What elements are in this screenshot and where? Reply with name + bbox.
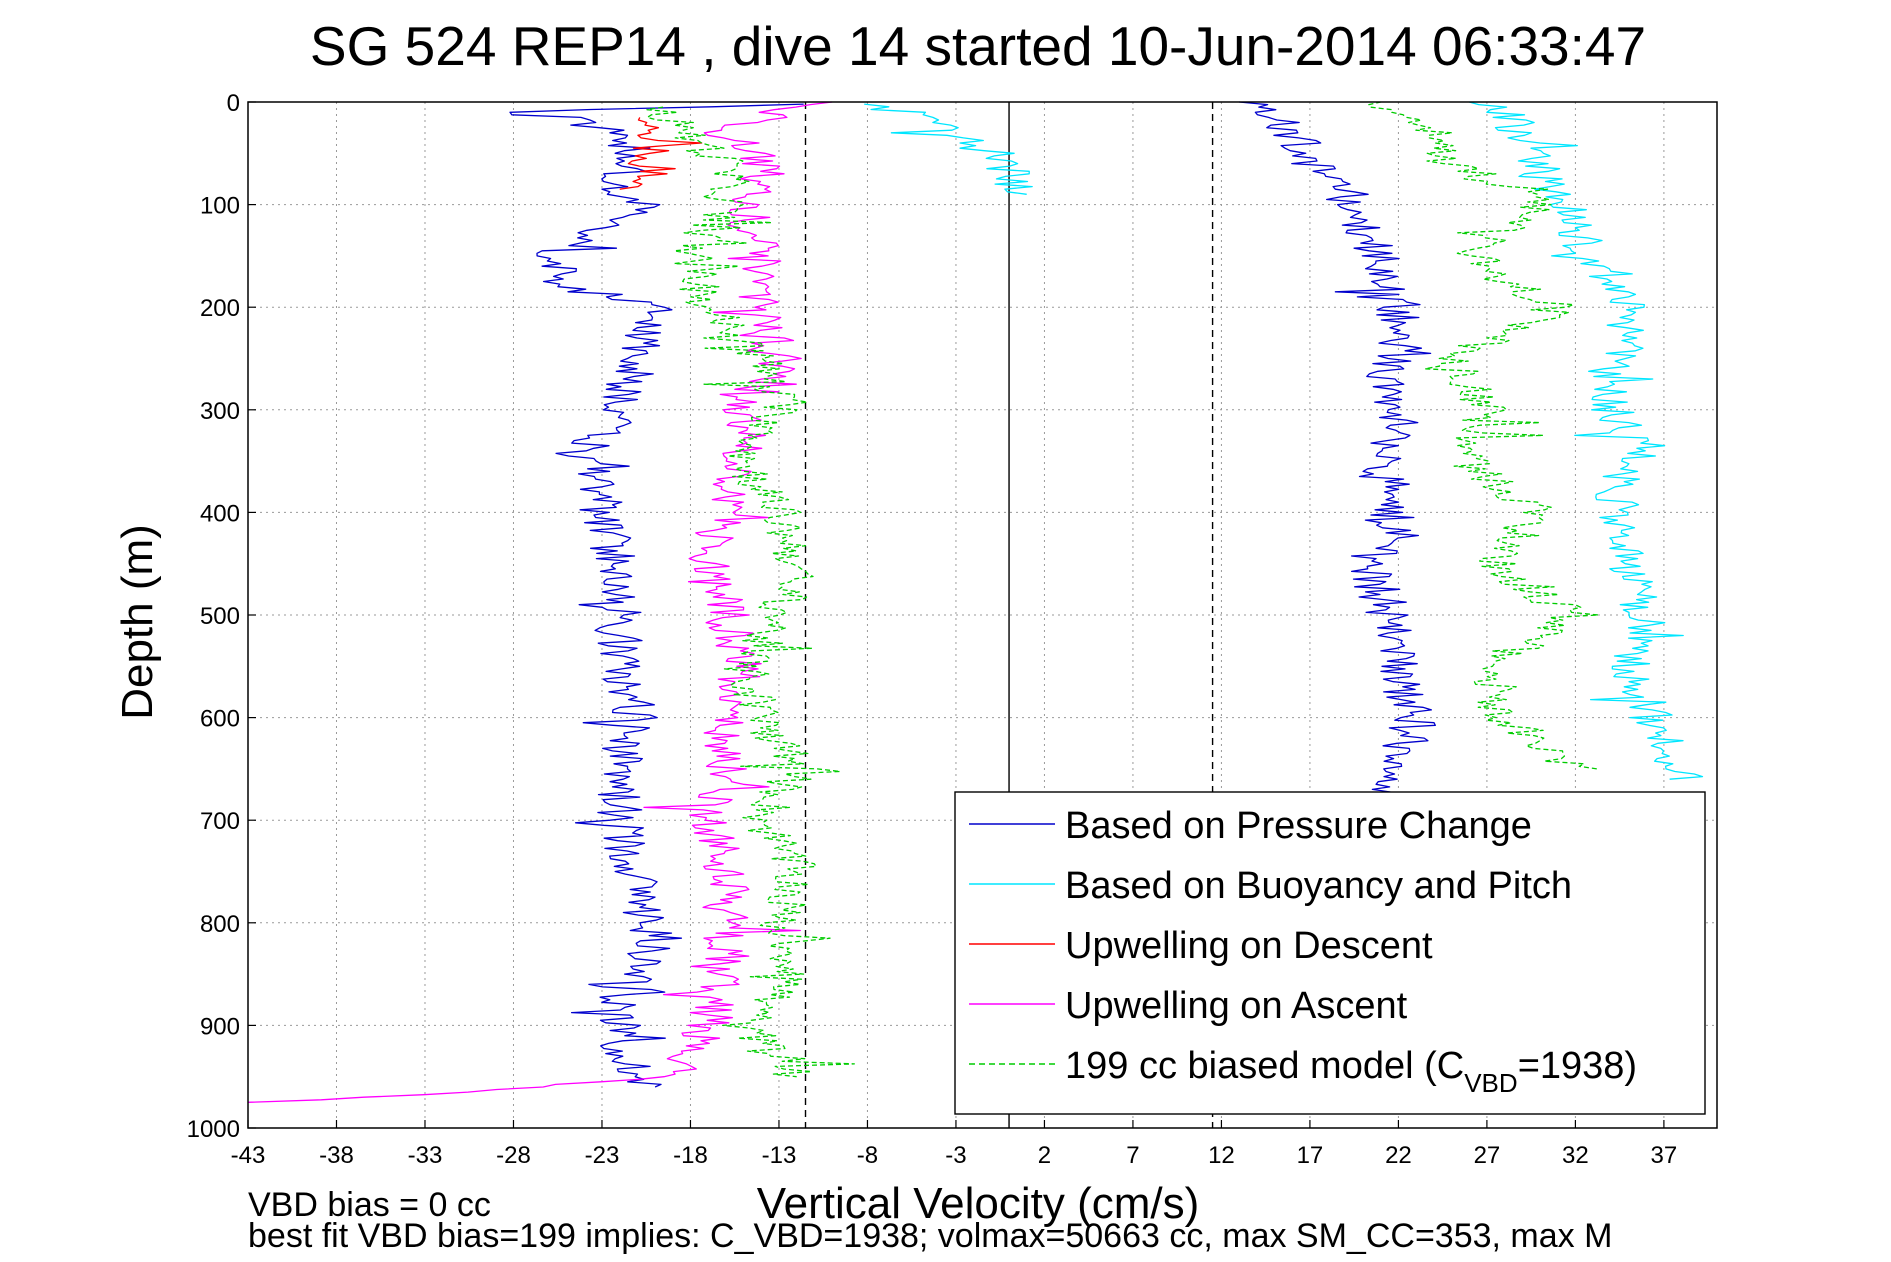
x-tick-label: -23 bbox=[585, 1142, 620, 1169]
y-tick-label: 900 bbox=[200, 1013, 240, 1040]
y-axis-label: Depth (m) bbox=[113, 524, 162, 720]
chart-title: SG 524 REP14 , dive 14 started 10-Jun-20… bbox=[310, 15, 1646, 77]
y-tick-label: 300 bbox=[200, 398, 240, 425]
legend-label: Based on Pressure Change bbox=[1065, 805, 1532, 847]
x-tick-label: -18 bbox=[673, 1142, 708, 1169]
x-axis-label: Vertical Velocity (cm/s) bbox=[757, 1179, 1200, 1228]
series-line-based-on-buoyancy-and-pitch bbox=[864, 103, 1033, 195]
legend-label-subscript: VBD bbox=[1464, 1068, 1517, 1098]
footer-vbd-bias: VBD bias = 0 cc bbox=[248, 1186, 491, 1224]
y-tick-label: 0 bbox=[227, 90, 240, 117]
x-tick-label: 37 bbox=[1651, 1142, 1678, 1169]
x-tick-label: -8 bbox=[857, 1142, 878, 1169]
x-tick-label: -38 bbox=[319, 1142, 354, 1169]
series-line-upwelling-on-ascent bbox=[247, 101, 833, 1103]
series-line-199-cc-biased-model-c-vbd-1938 bbox=[1368, 101, 1599, 770]
series-line-upwelling-on-descent bbox=[619, 117, 703, 190]
y-tick-label: 600 bbox=[200, 706, 240, 733]
legend-label: 199 cc biased model (CVBD=1938) bbox=[1065, 1045, 1637, 1098]
footer-best-fit: best fit VBD bias=199 implies: C_VBD=193… bbox=[248, 1217, 1612, 1255]
y-tick-label: 100 bbox=[200, 193, 240, 220]
x-tick-label: 2 bbox=[1038, 1142, 1051, 1169]
y-tick-label: 700 bbox=[200, 808, 240, 835]
x-tick-label: -33 bbox=[408, 1142, 443, 1169]
series-line-199-cc-biased-model-c-vbd-1938 bbox=[646, 106, 855, 1078]
x-tick-label: -28 bbox=[496, 1142, 531, 1169]
legend: Based on Pressure Change Based on Buoyanc… bbox=[954, 791, 1706, 1115]
series-line-based-on-buoyancy-and-pitch bbox=[1469, 101, 1704, 780]
x-tick-label: 7 bbox=[1126, 1142, 1139, 1169]
y-tick-label: 800 bbox=[200, 911, 240, 938]
legend-box bbox=[954, 791, 1706, 1115]
x-tick-label: -13 bbox=[762, 1142, 797, 1169]
x-tick-label: 32 bbox=[1562, 1142, 1589, 1169]
x-tick-label: 27 bbox=[1474, 1142, 1501, 1169]
tick-labels: -43 -38 -33 -28 -23 -18 -13 -8 -3 2 7 12 17 22 27 32 370… bbox=[187, 90, 1678, 1169]
y-tick-label: 500 bbox=[200, 603, 240, 630]
x-tick-label: -3 bbox=[945, 1142, 966, 1169]
x-tick-label: 12 bbox=[1208, 1142, 1235, 1169]
y-tick-label: 200 bbox=[200, 295, 240, 322]
series-line-based-on-pressure-change bbox=[509, 103, 804, 1088]
x-tick-label: 22 bbox=[1385, 1142, 1412, 1169]
y-tick-label: 400 bbox=[200, 500, 240, 527]
legend-label: Based on Buoyancy and Pitch bbox=[1065, 865, 1572, 907]
legend-label: Upwelling on Ascent bbox=[1065, 985, 1408, 1027]
x-tick-label: -43 bbox=[231, 1142, 266, 1169]
legend-label-suffix: =1938) bbox=[1518, 1045, 1637, 1087]
legend-label-prefix: 199 cc biased model (C bbox=[1065, 1045, 1464, 1087]
x-tick-label: 17 bbox=[1297, 1142, 1324, 1169]
y-tick-label: 1000 bbox=[187, 1116, 240, 1143]
legend-label: Upwelling on Descent bbox=[1065, 925, 1433, 967]
